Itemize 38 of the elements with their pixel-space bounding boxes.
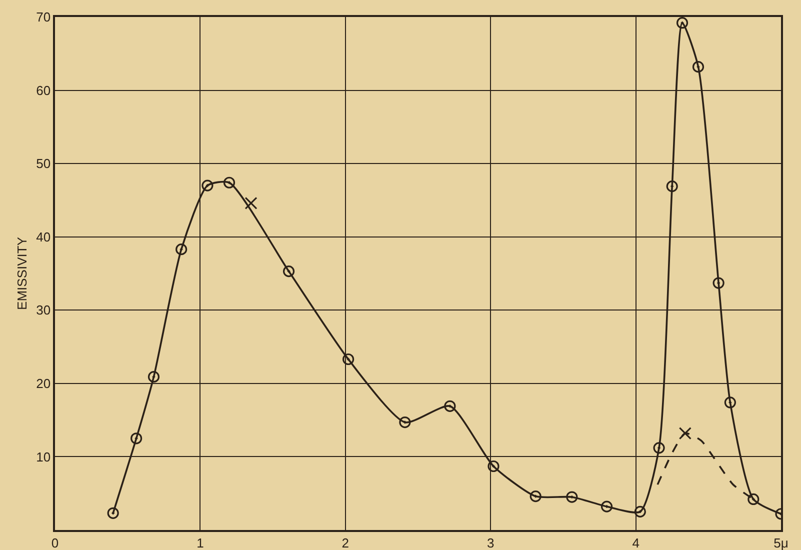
y-tick-label: 60 xyxy=(36,82,51,98)
x-tick-label: 3 xyxy=(486,535,494,550)
x-tick-label: 1 xyxy=(196,535,204,550)
point xyxy=(399,416,411,428)
y-tick-label: 70 xyxy=(36,10,51,25)
point xyxy=(724,396,736,408)
x-tick-label: 2 xyxy=(342,535,350,550)
y-axis-title: EMISSIVITY xyxy=(14,236,30,310)
point xyxy=(712,277,724,289)
point xyxy=(223,176,236,188)
point xyxy=(634,506,646,518)
y-tick-label: 50 xyxy=(36,156,51,172)
point xyxy=(678,426,692,440)
point xyxy=(444,400,456,412)
point xyxy=(488,460,500,472)
y-tick-label: 10 xyxy=(36,449,51,464)
point xyxy=(676,17,688,29)
x-tick-label: 4 xyxy=(632,535,640,550)
x-tick-label: 5μ xyxy=(774,535,788,550)
point xyxy=(653,442,665,454)
y-tick-label: 20 xyxy=(36,376,51,391)
point xyxy=(176,244,188,256)
point xyxy=(600,500,613,512)
point xyxy=(748,493,760,506)
y-tick-label: 40 xyxy=(36,229,51,244)
point xyxy=(202,180,214,192)
point xyxy=(148,371,160,383)
point xyxy=(530,490,542,502)
point xyxy=(666,180,678,192)
x-tick-label: 0 xyxy=(51,535,59,550)
point xyxy=(244,196,258,210)
point xyxy=(566,491,578,503)
y-tick-label: 30 xyxy=(36,302,51,318)
point xyxy=(107,507,119,519)
point xyxy=(282,266,295,278)
point xyxy=(692,61,704,73)
point xyxy=(130,432,142,444)
point xyxy=(342,353,354,366)
